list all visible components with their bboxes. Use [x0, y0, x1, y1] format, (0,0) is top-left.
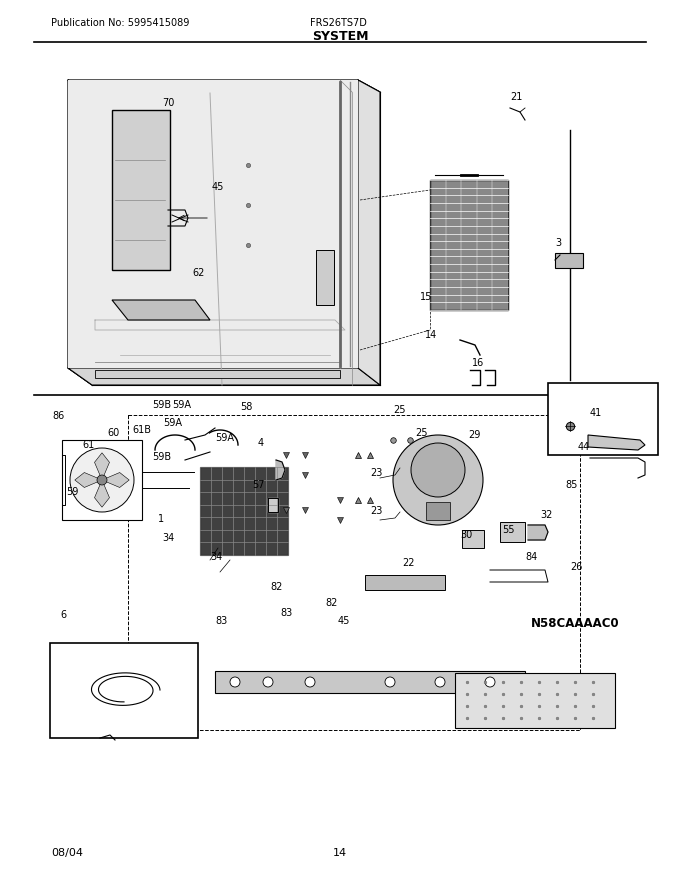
Bar	[112, 110, 170, 270]
Text: Publication No: 5995415089: Publication No: 5995415089	[51, 18, 189, 28]
Text: 82: 82	[270, 582, 282, 592]
Bar	[462, 530, 484, 548]
Bar	[500, 522, 525, 542]
Text: 70: 70	[162, 98, 174, 108]
Text: 4: 4	[258, 438, 264, 448]
Bar	[548, 383, 658, 455]
Text: 22: 22	[402, 558, 415, 568]
Polygon shape	[112, 300, 210, 320]
Text: 61: 61	[82, 440, 95, 450]
Text: 45: 45	[212, 182, 224, 192]
Text: 41: 41	[590, 408, 602, 418]
Circle shape	[70, 448, 134, 512]
Polygon shape	[68, 368, 380, 385]
Text: 85: 85	[565, 480, 577, 490]
Polygon shape	[268, 498, 278, 512]
Text: 30: 30	[460, 530, 472, 540]
Bar	[95, 370, 340, 378]
Text: 23: 23	[370, 468, 382, 478]
Text: 23: 23	[370, 506, 382, 516]
Text: 21: 21	[510, 92, 522, 102]
Bar	[316, 250, 334, 305]
Text: 29: 29	[468, 430, 480, 440]
Bar	[215, 671, 525, 693]
Circle shape	[485, 677, 495, 687]
Text: 59A: 59A	[163, 418, 182, 428]
Text: 34: 34	[210, 552, 222, 562]
Polygon shape	[102, 473, 129, 488]
Polygon shape	[92, 92, 380, 385]
Circle shape	[385, 677, 395, 687]
Polygon shape	[75, 473, 102, 488]
Circle shape	[435, 677, 445, 687]
Polygon shape	[68, 80, 92, 385]
Text: 25: 25	[415, 428, 428, 438]
Bar	[455, 673, 615, 728]
Polygon shape	[95, 453, 109, 480]
Polygon shape	[68, 80, 380, 92]
Text: 83: 83	[215, 616, 227, 626]
Bar	[555, 253, 583, 268]
Text: 25: 25	[393, 405, 405, 415]
Circle shape	[305, 677, 315, 687]
Text: 14: 14	[425, 330, 437, 340]
Text: 32: 32	[540, 510, 552, 520]
Bar	[365, 575, 445, 590]
Polygon shape	[95, 480, 109, 507]
Text: 08/04: 08/04	[51, 848, 83, 858]
Text: 26: 26	[570, 562, 582, 572]
Text: 59: 59	[66, 487, 78, 497]
Circle shape	[263, 677, 273, 687]
Text: 62: 62	[192, 268, 205, 278]
Bar	[430, 180, 508, 310]
Text: 59B: 59B	[152, 400, 171, 410]
Polygon shape	[588, 435, 645, 450]
Circle shape	[97, 475, 107, 485]
Text: 57: 57	[252, 480, 265, 490]
Text: N58CAAAAC0: N58CAAAAC0	[531, 617, 620, 630]
Polygon shape	[68, 80, 358, 368]
Text: 16: 16	[472, 358, 484, 368]
Text: 59A: 59A	[172, 400, 191, 410]
Text: 86: 86	[52, 411, 64, 421]
Text: 55: 55	[502, 525, 515, 535]
Bar	[50, 643, 198, 738]
Circle shape	[230, 677, 240, 687]
Text: 84: 84	[525, 552, 537, 562]
Text: 6: 6	[60, 610, 66, 620]
Text: 61B: 61B	[132, 425, 151, 435]
Text: 60: 60	[107, 428, 119, 438]
Text: 45: 45	[338, 616, 350, 626]
Text: 1: 1	[158, 514, 164, 524]
Text: 44: 44	[578, 442, 590, 452]
Text: 58: 58	[240, 402, 252, 412]
Text: 82: 82	[325, 598, 337, 608]
Circle shape	[393, 435, 483, 525]
Text: 15: 15	[420, 292, 432, 302]
Text: 34: 34	[162, 533, 174, 543]
Text: 59B: 59B	[152, 452, 171, 462]
Bar	[62, 440, 142, 520]
Bar	[200, 467, 288, 555]
Circle shape	[411, 443, 465, 497]
Text: 83: 83	[280, 608, 292, 618]
Polygon shape	[276, 460, 285, 480]
Text: 3: 3	[555, 238, 561, 248]
Text: SYSTEM: SYSTEM	[311, 30, 369, 43]
Text: FRS26TS7D: FRS26TS7D	[310, 18, 367, 28]
Polygon shape	[528, 525, 548, 540]
Text: 14: 14	[333, 848, 347, 858]
Polygon shape	[358, 80, 380, 385]
Bar	[426, 502, 450, 520]
Text: 59A: 59A	[215, 433, 234, 443]
